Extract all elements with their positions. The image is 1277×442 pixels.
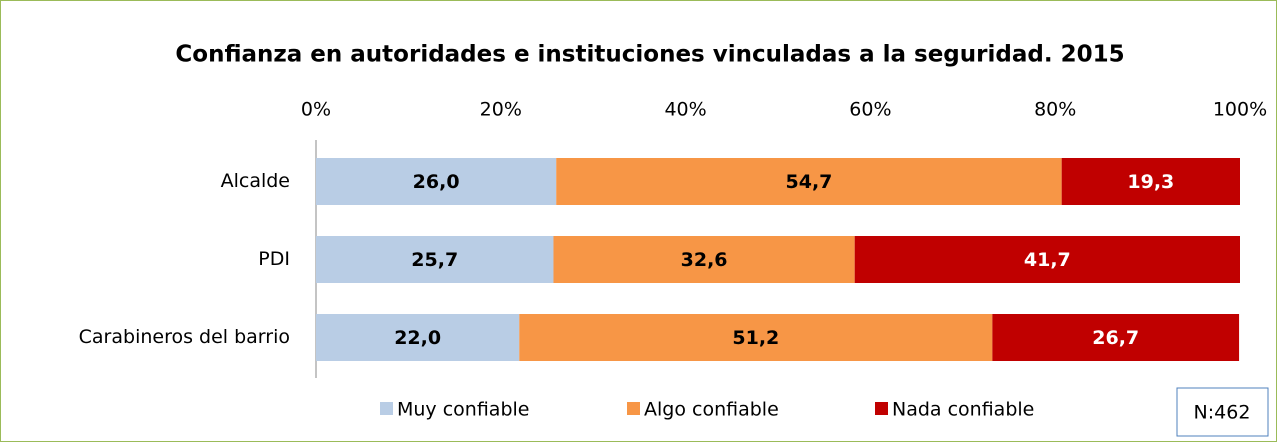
legend-swatch	[380, 402, 393, 415]
data-label: 26,0	[413, 171, 460, 193]
legend-label: Algo confiable	[644, 399, 779, 421]
legend-label: Nada confiable	[892, 399, 1034, 421]
x-tick-label: 0%	[301, 99, 331, 121]
x-tick-label: 20%	[480, 99, 522, 121]
bar-segment	[316, 314, 520, 361]
data-label: 22,0	[394, 327, 441, 349]
data-label: 19,3	[1127, 171, 1174, 193]
data-label: 41,7	[1024, 249, 1071, 271]
data-label: 26,7	[1092, 327, 1139, 349]
x-tick-label: 80%	[1034, 99, 1076, 121]
data-label: 25,7	[411, 249, 458, 271]
y-tick-label: PDI	[258, 248, 290, 270]
x-tick-label: 40%	[664, 99, 706, 121]
data-label: 51,2	[732, 327, 779, 349]
bar-segment	[1061, 158, 1240, 205]
bar-segment	[519, 314, 993, 361]
bar-segment	[553, 236, 855, 283]
y-tick-label: Carabineros del barrio	[79, 326, 290, 348]
chart-title: Confianza en autoridades e instituciones…	[175, 42, 1124, 68]
bar-segment	[854, 236, 1240, 283]
x-tick-label: 60%	[849, 99, 891, 121]
data-label: 32,6	[681, 249, 728, 271]
bar-segment	[556, 158, 1062, 205]
y-tick-label: Alcalde	[221, 170, 290, 192]
legend-label: Muy confiable	[397, 399, 529, 421]
data-label: 54,7	[786, 171, 833, 193]
bar-segment	[992, 314, 1240, 361]
annotation-box	[1176, 387, 1269, 437]
legend-swatch	[875, 402, 888, 415]
bar-segment	[316, 236, 554, 283]
x-tick-label: 100%	[1213, 99, 1267, 121]
legend-swatch	[627, 402, 640, 415]
bar-segment	[316, 158, 557, 205]
annotation: N:462	[1194, 402, 1251, 424]
